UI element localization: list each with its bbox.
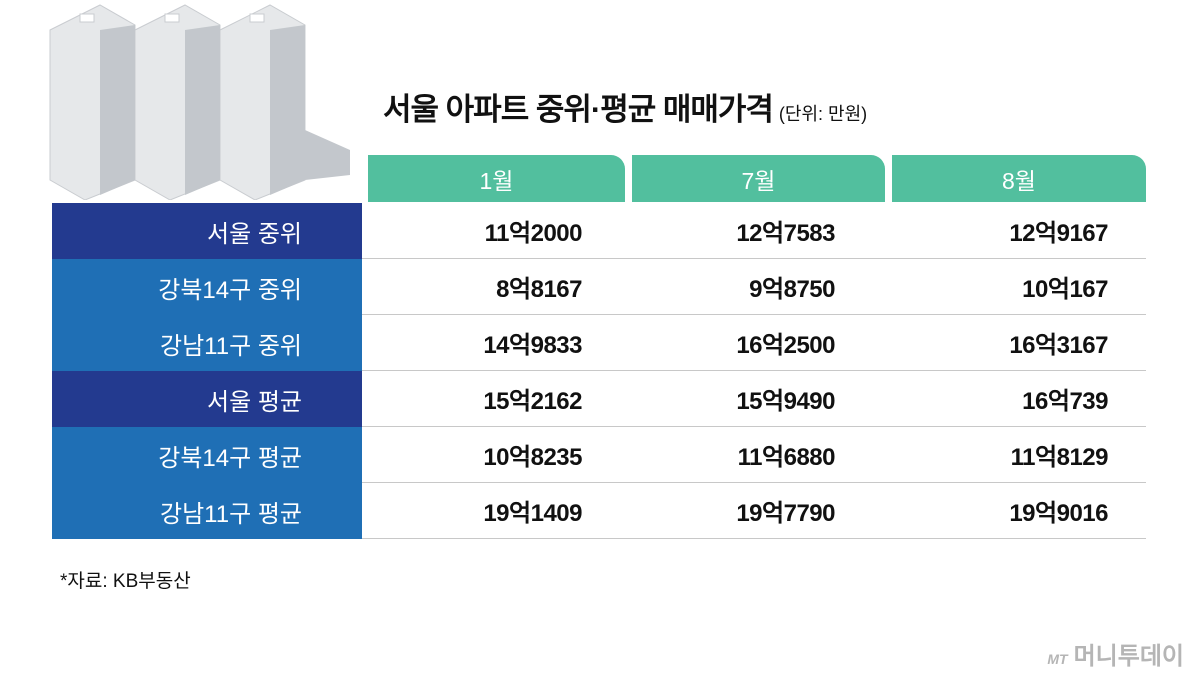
- table-row: 강북14구 중위 8억8167 9억8750 10억167: [52, 259, 1146, 315]
- table-row: 서울 평균 15억2162 15억9490 16억739: [52, 371, 1146, 427]
- cell-value: 12억9167: [1009, 220, 1108, 247]
- cell-value: 12억7583: [736, 220, 835, 247]
- logo-mark: MT: [1047, 651, 1068, 667]
- cell-value: 16억739: [1022, 388, 1108, 415]
- logo: MT 머니투데이: [1047, 636, 1184, 671]
- cell-value: 16억3167: [1009, 332, 1108, 359]
- building-illustration: [49, 4, 350, 200]
- column-header: 1월: [368, 155, 625, 202]
- cell-value: 10억167: [1022, 276, 1108, 303]
- row-label: 서울 평균: [52, 371, 362, 427]
- cell-value: 16억2500: [736, 332, 835, 359]
- cell-value: 15억2162: [483, 388, 582, 415]
- table-row: 강북14구 평균 10억8235 11억6880 11억8129: [52, 427, 1146, 483]
- unit: (단위: 만원): [778, 104, 868, 124]
- table-row: 강남11구 평균 19억1409 19억7790 19억9016: [52, 483, 1146, 539]
- cell-value: 11억8129: [1010, 444, 1109, 471]
- table-row: 강남11구 중위 14억9833 16억2500 16억3167: [52, 315, 1146, 371]
- cell-value: 14억9833: [483, 332, 582, 359]
- row-label: 강남11구 평균: [52, 483, 362, 539]
- title: 서울 아파트 중위·평균 매매가격 (단위: 만원): [383, 84, 867, 129]
- cell-value: 8억8167: [496, 276, 582, 303]
- cell-value: 10억8235: [483, 444, 582, 471]
- source: *자료: KB부동산: [60, 571, 191, 592]
- row-label: 서울 중위: [52, 203, 362, 259]
- column-header: 8월: [892, 155, 1146, 202]
- cell-value: 9억8750: [749, 276, 835, 303]
- cell-value: 19억9016: [1009, 500, 1108, 527]
- title-text: 서울 아파트 중위·평균 매매가격: [383, 92, 774, 127]
- cell-value: 19억1409: [483, 500, 582, 527]
- logo-text: 머니투데이: [1073, 643, 1184, 670]
- cell-value: 11억6880: [737, 444, 836, 471]
- row-label: 강북14구 평균: [52, 427, 362, 483]
- row-label: 강남11구 중위: [52, 315, 362, 371]
- cell-value: 11억2000: [484, 220, 583, 247]
- column-header: 7월: [632, 155, 885, 202]
- table-row: 서울 중위 11억2000 12억7583 12억9167: [52, 203, 1146, 259]
- row-label: 강북14구 중위: [52, 259, 362, 315]
- cell-value: 19억7790: [736, 500, 835, 527]
- cell-value: 15억9490: [736, 388, 835, 415]
